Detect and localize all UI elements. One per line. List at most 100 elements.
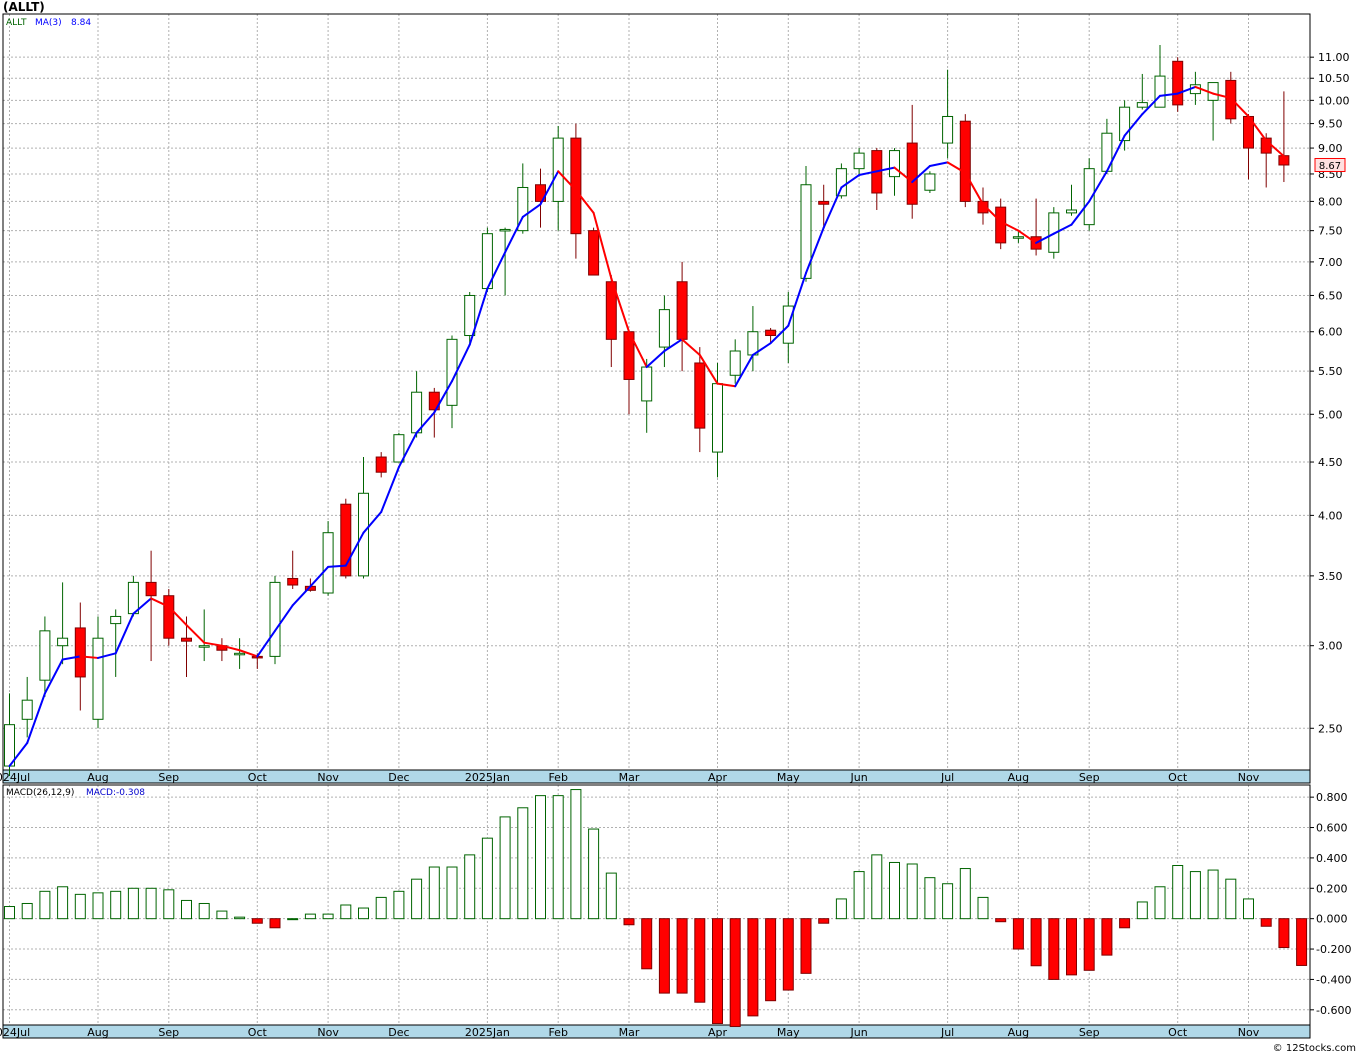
ma3-segment xyxy=(557,170,577,192)
ma3-segment xyxy=(1141,94,1161,116)
ma3-segment xyxy=(822,186,843,229)
macd-x-label: Sep xyxy=(158,1026,179,1039)
candle-body xyxy=(127,581,139,615)
macd-bar xyxy=(995,918,1007,923)
candle-body xyxy=(835,168,847,197)
ma3-segment xyxy=(521,203,542,218)
candle-body xyxy=(163,595,175,639)
macd-bar xyxy=(535,795,546,920)
macd-bar xyxy=(818,918,830,924)
candle-body xyxy=(694,362,706,429)
ma3-segment xyxy=(504,215,524,254)
ma3-segment xyxy=(911,165,931,184)
macd-x-label: Aug xyxy=(1008,1026,1029,1039)
macd-x-label: Apr xyxy=(708,1026,728,1039)
ma3-segment xyxy=(1194,85,1215,95)
macd-bar xyxy=(1119,918,1131,929)
macd-x-label: Mar xyxy=(619,1026,640,1039)
ma3-segment xyxy=(1176,85,1197,95)
macd-bar xyxy=(393,890,405,920)
candle-body xyxy=(906,142,918,205)
price-x-label: 2025Jan xyxy=(465,771,510,784)
price-tick-label: 4.50 xyxy=(1318,456,1343,469)
ma3-segment xyxy=(256,629,276,658)
macd-bar xyxy=(1260,918,1272,927)
ma3-segment xyxy=(893,166,914,184)
candle-body xyxy=(959,120,971,202)
candle-body xyxy=(375,456,387,473)
macd-bar xyxy=(127,887,139,920)
candle-body xyxy=(181,637,192,642)
candle-body xyxy=(340,503,352,577)
candle-body xyxy=(234,652,246,656)
ma3-segment xyxy=(1265,139,1285,158)
candle-body xyxy=(658,309,670,348)
macd-bar xyxy=(570,789,582,920)
macd-x-label: Jun xyxy=(850,1026,868,1039)
macd-bar xyxy=(942,883,954,920)
macd-x-axis-band xyxy=(2,1024,1311,1039)
candle-body xyxy=(464,294,476,337)
candle-body xyxy=(641,366,653,402)
ma3-segment xyxy=(1123,113,1144,137)
candle-body xyxy=(800,184,812,279)
candle-body xyxy=(977,200,989,214)
macd-tick-label: -0.400 xyxy=(1316,973,1351,986)
ma3-segment xyxy=(999,220,1020,232)
ma3-segment xyxy=(362,510,383,534)
macd-bar xyxy=(1101,918,1113,956)
macd-bar xyxy=(57,886,69,920)
price-x-label: May xyxy=(777,771,800,784)
candle-body xyxy=(1066,209,1077,214)
macd-histogram xyxy=(4,789,1308,1028)
ma3-segment xyxy=(327,564,347,568)
macd-tick-label: 0.800 xyxy=(1316,791,1348,804)
macd-x-label: May xyxy=(777,1026,800,1039)
candle-body xyxy=(39,630,51,681)
macd-tick-label: -0.600 xyxy=(1316,1004,1351,1017)
ma3-segment xyxy=(203,641,223,647)
macd-bar xyxy=(499,816,511,920)
macd-x-label: Oct xyxy=(248,1026,268,1039)
price-x-label: Dec xyxy=(388,771,409,784)
macd-bar xyxy=(623,918,635,926)
ma3-segment xyxy=(415,411,436,434)
ma3-segment xyxy=(150,597,170,608)
macd-legend: MACD(26,12,9) MACD:-0.308 xyxy=(6,788,145,798)
price-tick-label: 4.00 xyxy=(1318,509,1343,522)
ma3-line xyxy=(8,85,1285,768)
macd-bar xyxy=(411,878,423,920)
macd-tick-label: 0.400 xyxy=(1316,852,1348,865)
macd-bar xyxy=(428,866,440,920)
macd-bar xyxy=(889,861,900,920)
candle-body xyxy=(552,137,564,202)
price-grid xyxy=(3,14,1310,770)
price-tick-label: 10.50 xyxy=(1318,72,1350,85)
ma3-segment xyxy=(840,174,861,189)
ma3-segment xyxy=(1159,92,1179,97)
price-tick-label: 9.00 xyxy=(1318,142,1343,155)
ma3-segment xyxy=(1035,232,1055,244)
candle-body xyxy=(853,152,865,170)
macd-bar xyxy=(924,877,936,920)
candle-body xyxy=(145,581,157,597)
candle-body xyxy=(499,228,511,232)
ma3-segment xyxy=(380,466,400,513)
ma3-segment xyxy=(26,692,46,745)
macd-bar xyxy=(1048,918,1060,980)
price-x-label: Oct xyxy=(248,771,268,784)
ma3-segment xyxy=(645,350,666,369)
price-x-label: Aug xyxy=(87,771,108,784)
macd-x-label: Sep xyxy=(1079,1026,1100,1039)
ma3-segment xyxy=(1052,223,1073,235)
macd-x-label: Jul xyxy=(940,1026,954,1039)
ma3-segment xyxy=(8,742,29,768)
candle-body xyxy=(765,329,777,337)
candle-body xyxy=(110,615,122,625)
ma3-segment xyxy=(574,189,595,214)
ma3-segment xyxy=(468,287,489,346)
price-tick-label: 11.00 xyxy=(1318,51,1350,64)
price-x-label: Oct xyxy=(1168,771,1188,784)
ma3-segment xyxy=(751,342,772,356)
candle-body xyxy=(889,150,900,178)
